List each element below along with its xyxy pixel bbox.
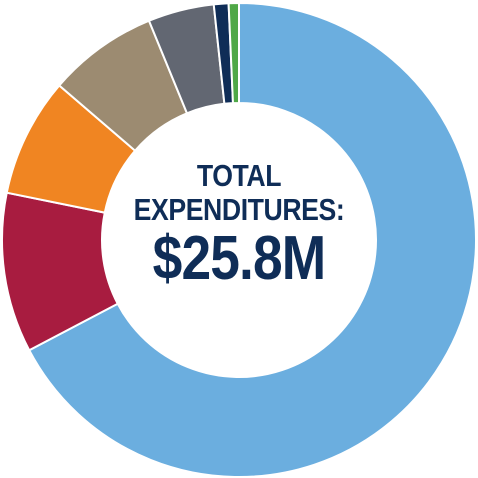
center-title-line1: TOTAL — [196, 158, 282, 193]
donut-slice-1 — [27, 1, 477, 478]
center-title-line2: EXPENDITURES: — [133, 192, 345, 227]
total-expenditures-amount: $25.8M — [152, 224, 327, 293]
donut-center-label: TOTAL EXPENDITURES: $25.8M — [79, 160, 399, 290]
donut-slice-7 — [227, 1, 240, 105]
